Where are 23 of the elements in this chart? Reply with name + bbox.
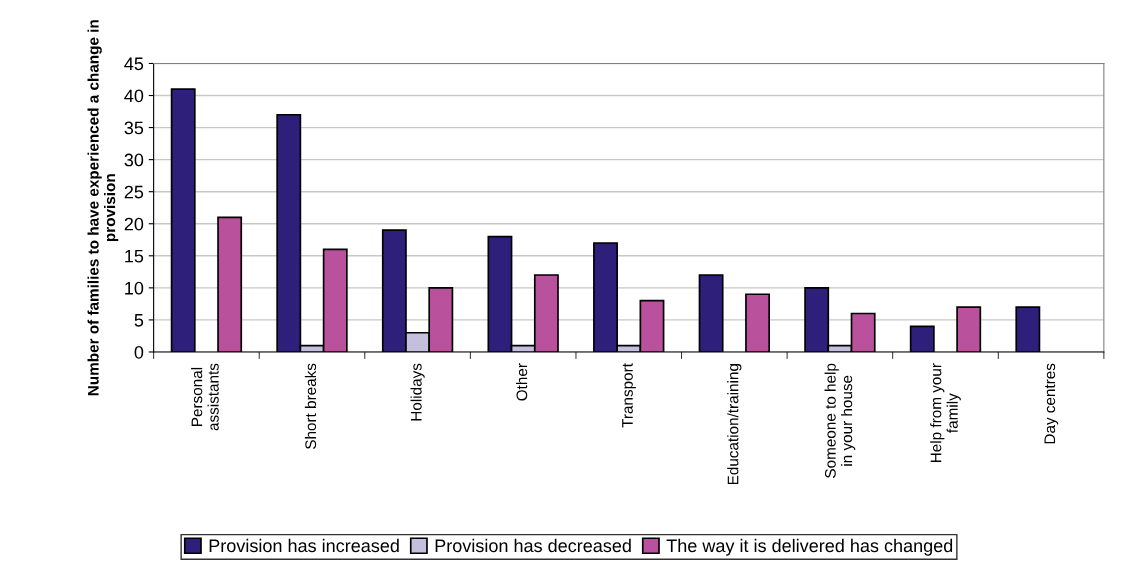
- legend-label: Provision has decreased: [435, 538, 631, 553]
- x-tick-label: Transport: [622, 363, 636, 428]
- y-tick-label: 10: [125, 281, 144, 295]
- x-tick-label: Other: [516, 363, 528, 401]
- x-tick-label: Help from your family: [930, 363, 961, 463]
- y-tick-label: 0: [134, 345, 144, 359]
- x-tick-label: Education/training: [727, 364, 742, 485]
- y-tick-label: 20: [124, 217, 144, 231]
- y-axis-title: Number of families to have experienced a change in provision: [87, 20, 119, 396]
- x-tick-label: Short breaks: [304, 363, 317, 449]
- y-tick-label: 5: [134, 314, 144, 327]
- x-tick-label: Holidays: [410, 363, 425, 421]
- y-tick-label: 25: [124, 185, 144, 199]
- y-tick-label: 15: [125, 249, 144, 263]
- legend-label: The way it is delivered has changed: [666, 538, 953, 556]
- y-tick-label: 45: [124, 57, 144, 71]
- x-tick-label: Day centres: [1044, 363, 1059, 444]
- y-tick-label: 40: [124, 89, 144, 103]
- y-tick-label: 30: [124, 153, 144, 167]
- legend-label: Provision has increased: [209, 538, 399, 553]
- y-tick-label: 35: [124, 121, 144, 135]
- x-tick-label: Personal assistants: [191, 363, 219, 431]
- x-tick-label: Someone to help in your house: [824, 363, 856, 478]
